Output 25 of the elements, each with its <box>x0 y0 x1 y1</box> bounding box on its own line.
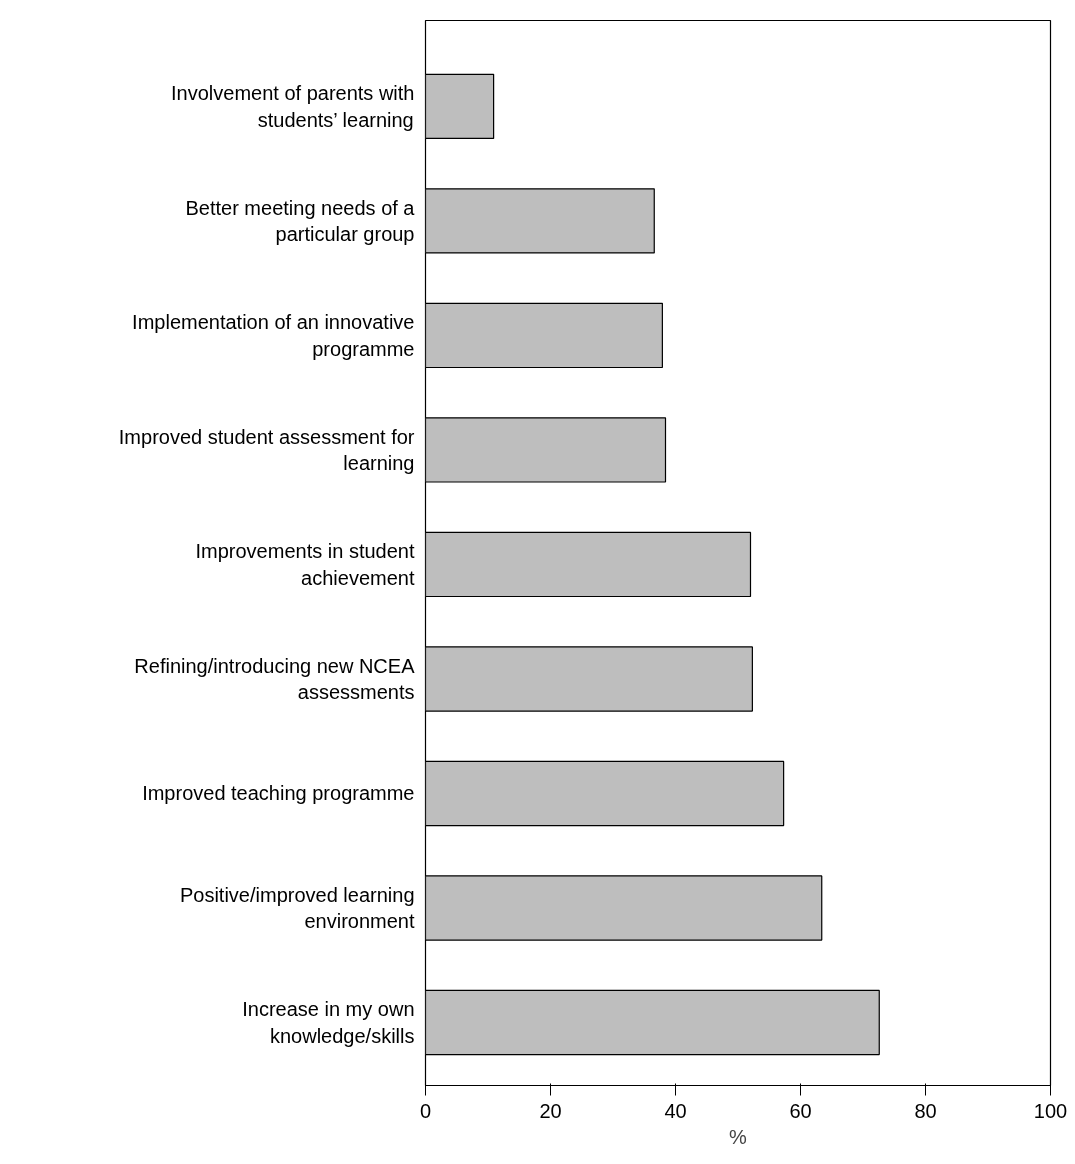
x-tick-label: 20 <box>539 1099 562 1122</box>
x-tick-label: 100 <box>1033 1099 1068 1122</box>
x-axis-title: % <box>729 1125 748 1148</box>
x-tick-label: 40 <box>664 1099 687 1122</box>
x-tick-label: 0 <box>419 1099 432 1122</box>
y-tick-label: Refining/introducing new NCEA assessments <box>134 654 416 704</box>
y-tick-label: Involvement of parents with students’ learning <box>171 82 415 131</box>
x-tick-label: 60 <box>789 1099 812 1122</box>
y-tick-label: Better meeting needs of a particular group <box>185 196 416 246</box>
bar <box>425 302 663 369</box>
bar <box>425 417 667 483</box>
y-tick-label: Increase in my own knowledge/skills <box>242 998 415 1047</box>
bar <box>425 646 753 712</box>
bar <box>425 531 752 598</box>
y-tick-label: Improvements in student achievement <box>195 540 415 589</box>
bar <box>425 73 495 140</box>
y-tick-label: Positive/improved learning environment <box>179 883 415 933</box>
bar <box>425 989 880 1056</box>
bar <box>425 188 655 254</box>
y-tick-label: Improved teaching programme <box>142 782 415 805</box>
y-tick-label: Implementation of an innovative programme <box>132 311 415 360</box>
bar <box>425 760 785 827</box>
y-tick-label: Improved student assessment for learning <box>118 425 415 475</box>
bar <box>425 875 823 941</box>
x-tick-label: 80 <box>914 1099 937 1122</box>
